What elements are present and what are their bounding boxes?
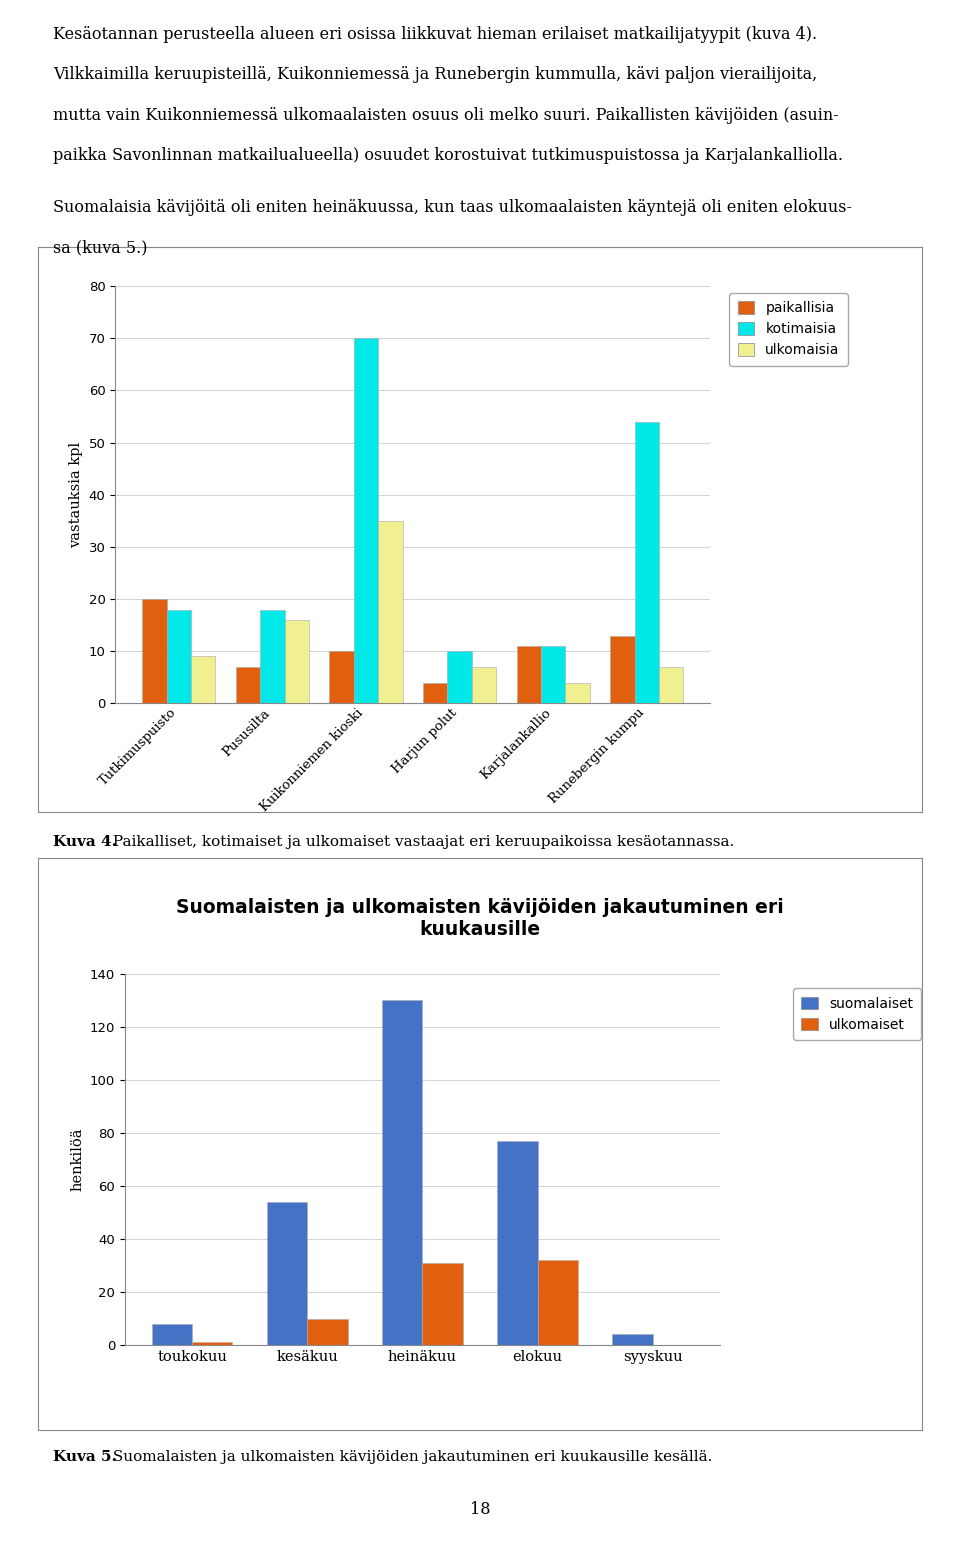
Bar	[659, 666, 684, 703]
Legend: suomalaiset, ulkomaiset: suomalaiset, ulkomaiset	[793, 988, 922, 1040]
Bar	[612, 1334, 653, 1345]
Bar	[497, 1141, 538, 1345]
Bar	[167, 609, 191, 703]
Bar	[447, 651, 471, 703]
Text: Kesäotannan perusteella alueen eri osissa liikkuvat hieman erilaiset matkailijat: Kesäotannan perusteella alueen eri osiss…	[53, 26, 817, 43]
Bar	[541, 646, 565, 703]
Bar	[378, 521, 402, 703]
Text: 18: 18	[469, 1501, 491, 1518]
Text: Paikalliset, kotimaiset ja ulkomaiset vastaajat eri keruupaikoissa kesäotannassa: Paikalliset, kotimaiset ja ulkomaiset va…	[108, 835, 734, 849]
Bar	[307, 1319, 348, 1345]
Y-axis label: henkilöä: henkilöä	[70, 1127, 84, 1192]
Bar	[516, 646, 541, 703]
Legend: paikallisia, kotimaisia, ulkomaisia: paikallisia, kotimaisia, ulkomaisia	[730, 292, 848, 365]
Text: Suomalaisten ja ulkomaisten kävijöiden jakautuminen eri kuukausille kesällä.: Suomalaisten ja ulkomaisten kävijöiden j…	[108, 1450, 713, 1464]
Bar	[260, 609, 284, 703]
Text: paikka Savonlinnan matkailualueella) osuudet korostuivat tutkimuspuistossa ja Ka: paikka Savonlinnan matkailualueella) osu…	[53, 147, 843, 164]
Text: mutta vain Kuikonniemessä ulkomaalaisten osuus oli melko suuri. Paikallisten käv: mutta vain Kuikonniemessä ulkomaalaisten…	[53, 107, 838, 124]
Text: Keruupisteet: Keruupisteet	[363, 920, 463, 934]
Bar	[538, 1260, 578, 1345]
Bar	[471, 666, 496, 703]
Text: Kuva 5.: Kuva 5.	[53, 1450, 117, 1464]
Bar	[422, 1263, 463, 1345]
Bar	[267, 1201, 307, 1345]
Text: Kuva 4.: Kuva 4.	[53, 835, 117, 849]
Bar	[236, 666, 260, 703]
Text: sa (kuva 5.): sa (kuva 5.)	[53, 240, 147, 257]
Bar	[152, 1323, 192, 1345]
Bar	[382, 1000, 422, 1345]
Bar	[565, 682, 589, 703]
Bar	[142, 598, 167, 703]
Bar	[354, 339, 378, 703]
Bar	[635, 422, 659, 703]
Bar	[284, 620, 309, 703]
Bar	[329, 651, 354, 703]
Bar	[192, 1342, 232, 1345]
Y-axis label: vastauksia kpl: vastauksia kpl	[69, 442, 84, 547]
Bar	[191, 657, 215, 703]
Text: Suomalaisia kävijöitä oli eniten heinäkuussa, kun taas ulkomaalaisten käyntejä o: Suomalaisia kävijöitä oli eniten heinäku…	[53, 199, 852, 216]
Text: Suomalaisten ja ulkomaisten kävijöiden jakautuminen eri
kuukausille: Suomalaisten ja ulkomaisten kävijöiden j…	[176, 898, 784, 938]
Bar	[423, 682, 447, 703]
Text: Vilkkaimilla keruupisteillä, Kuikonniemessä ja Runebergin kummulla, kävi paljon : Vilkkaimilla keruupisteillä, Kuikonnieme…	[53, 66, 817, 83]
Bar	[611, 635, 635, 703]
